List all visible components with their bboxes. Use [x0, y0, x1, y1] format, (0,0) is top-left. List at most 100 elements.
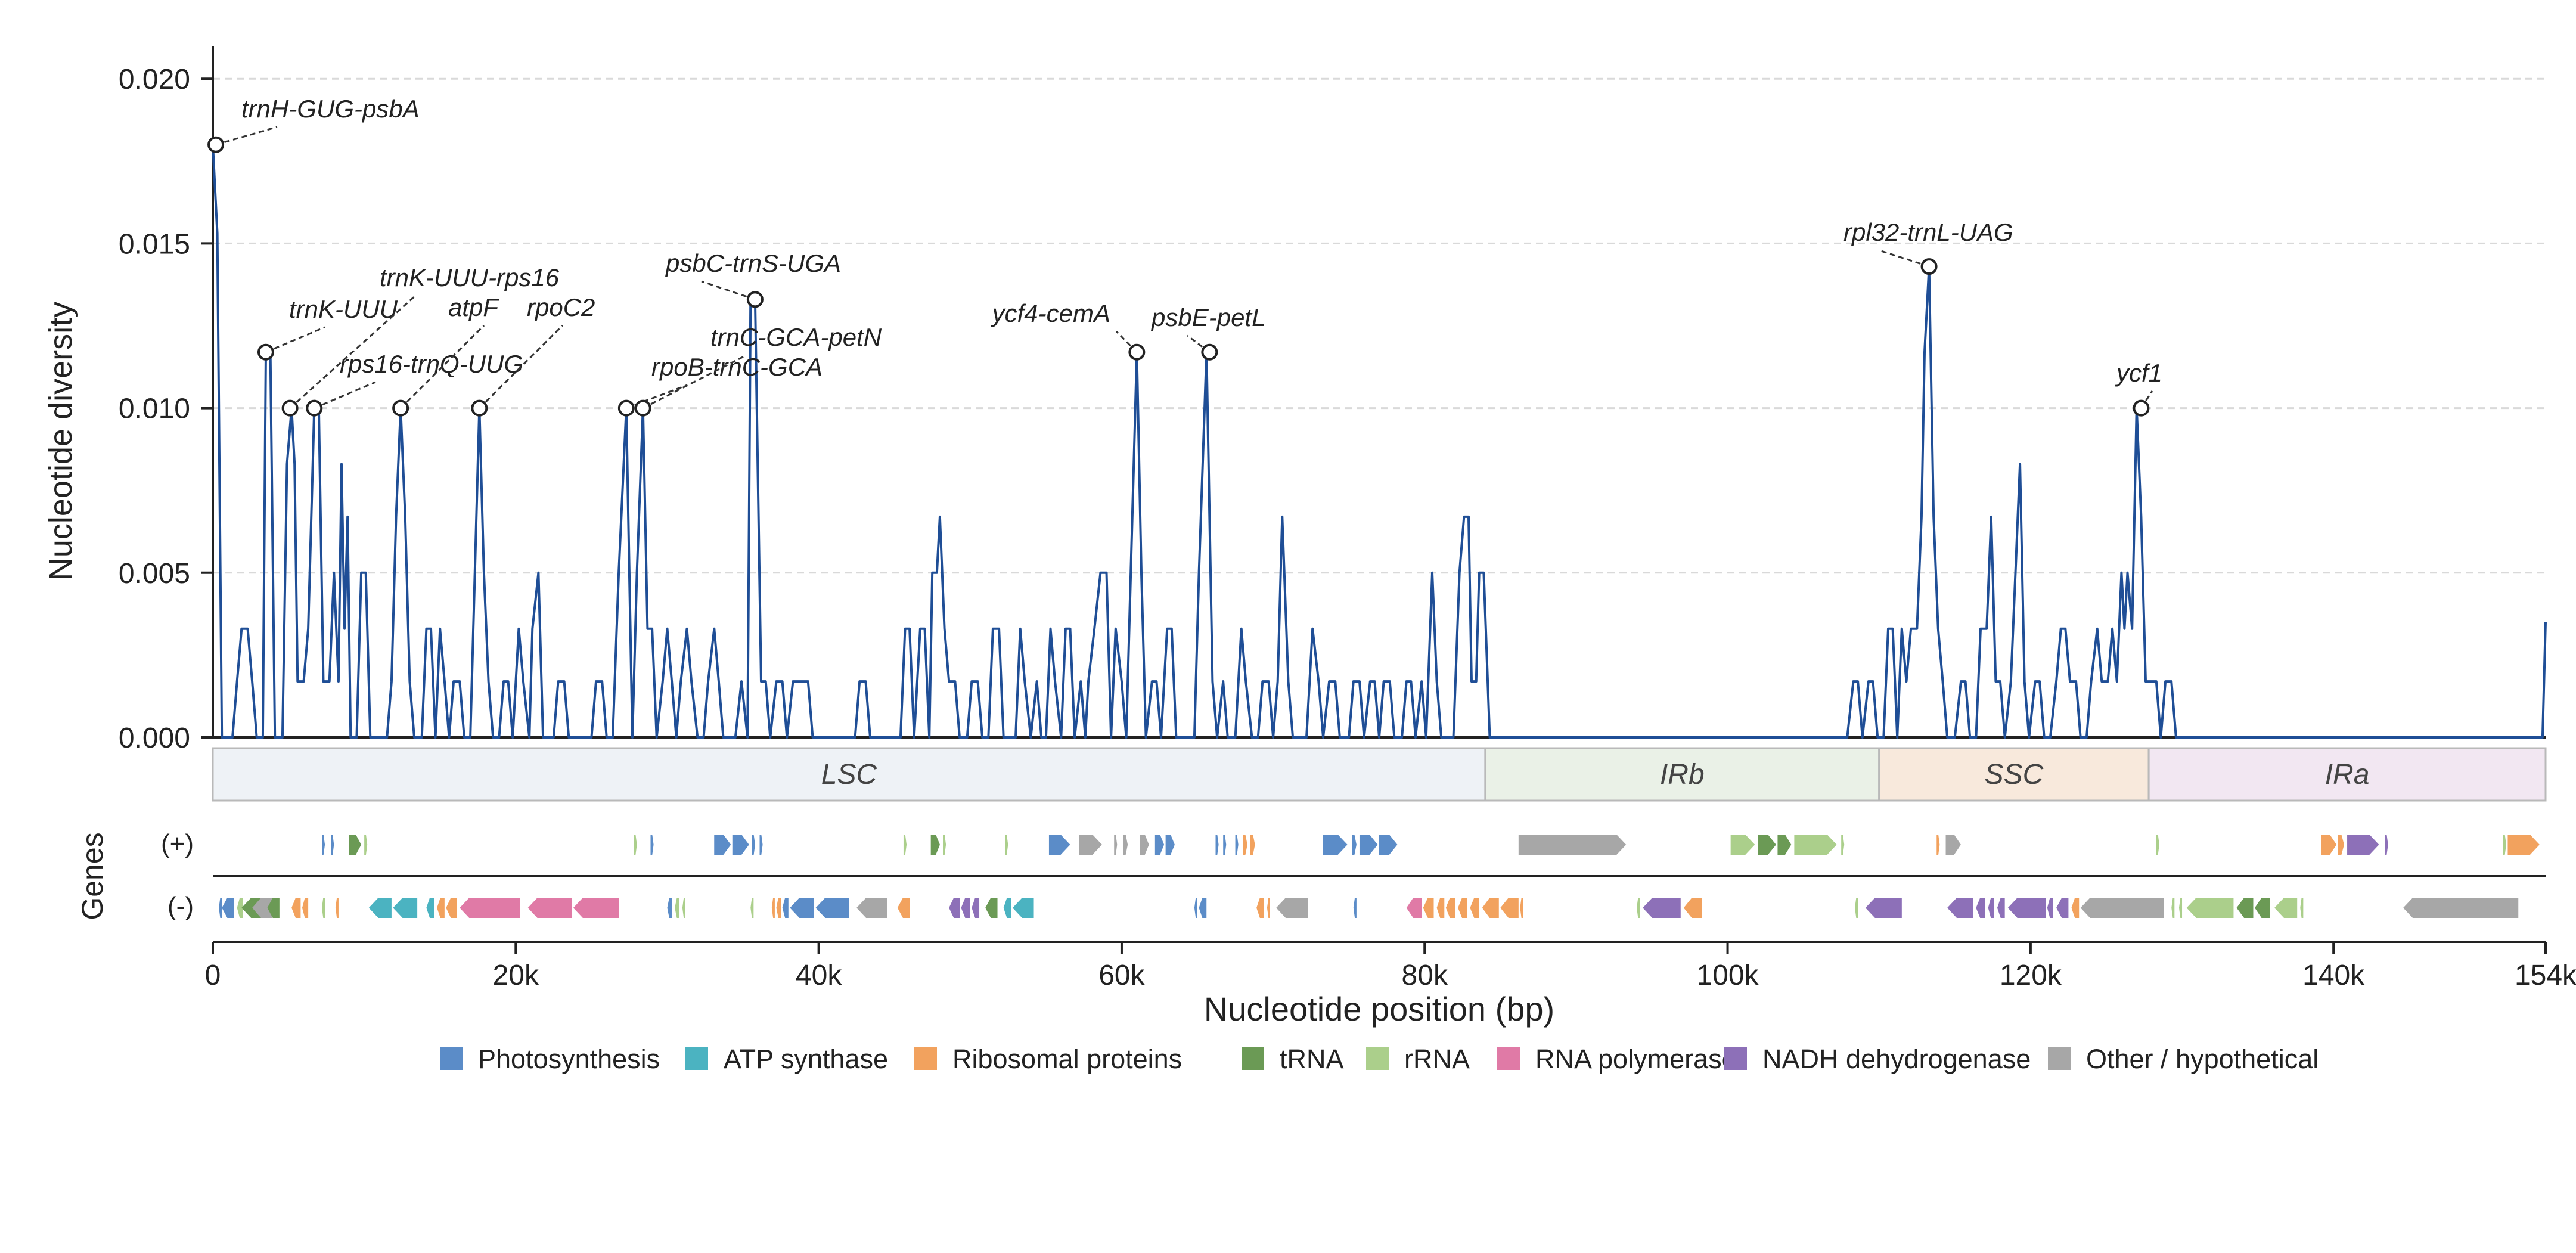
gene-minus	[1406, 898, 1422, 918]
gene-plus	[1223, 835, 1227, 855]
gene-plus	[634, 835, 637, 855]
gene-plus	[732, 835, 749, 855]
gene-minus	[222, 898, 234, 918]
gene-plus	[943, 835, 946, 855]
peak-label: psbC-trnS-UGA	[665, 249, 841, 277]
peak-annotations: trnH-GUG-psbA trnK-UUU trnK-UUU-rps16 rps16…	[207, 95, 2162, 417]
gene-plus	[1936, 835, 1940, 855]
x-tick-label: 154k	[2515, 960, 2576, 991]
genes-track-label: Genes	[76, 832, 109, 920]
gene-minus	[1643, 898, 1681, 918]
gene-plus	[1323, 835, 1348, 855]
gene-minus	[1423, 898, 1434, 918]
x-tick-label: 20k	[493, 960, 539, 991]
gene-plus	[1243, 835, 1247, 855]
gene-minus	[1436, 898, 1445, 918]
gene-plus	[1235, 835, 1239, 855]
legend-swatch	[914, 1047, 937, 1070]
gene-minus	[2047, 898, 2053, 918]
peak-marker	[207, 136, 225, 153]
legend-swatch	[685, 1047, 708, 1070]
legend-label: tRNA	[1280, 1044, 1344, 1074]
legend-label: Ribosomal proteins	[952, 1044, 1182, 1074]
strand-minus-label: (-)	[167, 892, 194, 921]
y-tick-label: 0.020	[119, 64, 190, 95]
gene-minus	[2178, 898, 2183, 918]
gene-minus	[1003, 898, 1011, 918]
gene-minus	[237, 898, 243, 918]
gene-plus	[1250, 835, 1255, 855]
peak-marker	[2133, 399, 2150, 417]
x-axis-label: Nucleotide position (bp)	[1204, 990, 1554, 1028]
peak-marker	[634, 399, 651, 417]
gene-plus	[349, 835, 362, 855]
gene-minus	[1353, 898, 1357, 918]
peak-label: ycf4-cemA	[991, 299, 1110, 327]
gene-minus	[446, 898, 457, 918]
gene-minus	[219, 898, 222, 918]
gene-minus	[302, 898, 309, 918]
x-tick-label: 40k	[796, 960, 842, 991]
gene-plus	[1123, 835, 1128, 855]
gene-plus	[759, 835, 763, 855]
gene-plus	[1758, 835, 1776, 855]
gene-minus	[815, 898, 849, 918]
legend-label: Photosynthesis	[478, 1044, 660, 1074]
legend-swatch	[1366, 1047, 1389, 1070]
y-tick-label: 0.005	[119, 558, 190, 590]
gene-minus	[426, 898, 434, 918]
gene-minus	[1276, 898, 1308, 918]
diversity-series	[212, 144, 2547, 739]
gene-plus	[321, 835, 325, 855]
peak-leader-line	[265, 326, 325, 353]
gene-minus	[776, 898, 781, 918]
legend: Photosynthesis ATP synthase Ribosomal prot…	[440, 1044, 2319, 1074]
gene-plus	[1777, 835, 1792, 855]
peak-label: trnH-GUG-psbA	[241, 95, 420, 123]
gene-plus	[1140, 835, 1149, 855]
peak-label: trnK-UUU	[289, 295, 398, 323]
peak-label: rpoC2	[527, 293, 595, 321]
gene-plus	[331, 835, 334, 855]
gene-plus	[1154, 835, 1165, 855]
gene-plus	[2385, 835, 2388, 855]
peak-leader-line	[289, 294, 417, 409]
peak-label: rps16-trnQ-UUG	[340, 350, 523, 378]
gene-plus	[2321, 835, 2337, 855]
gene-minus	[961, 898, 970, 918]
gene-minus	[573, 898, 619, 918]
peak-label: psbE-petL	[1150, 303, 1265, 331]
gene-plus	[1945, 835, 1961, 855]
gene-plus	[930, 835, 940, 855]
peak-marker	[471, 399, 488, 417]
gene-minus	[2403, 898, 2519, 918]
gene-minus	[1855, 898, 1858, 918]
peak-leader-line	[400, 324, 485, 409]
gene-plus	[1048, 835, 1070, 855]
region-label: IRa	[2325, 759, 2370, 790]
peak-label: atpF	[448, 293, 499, 321]
peak-marker	[1128, 343, 1146, 361]
legend-swatch	[1242, 1047, 1264, 1070]
gene-minus	[252, 898, 272, 918]
legend-swatch	[2048, 1047, 2071, 1070]
peak-marker	[617, 399, 635, 417]
gene-minus	[1997, 898, 2005, 918]
gene-minus	[667, 898, 672, 918]
peak-leader-line	[479, 324, 564, 409]
peak-label: trnK-UUU-rps16	[380, 263, 560, 291]
peak-label: trnC-GCA-petN	[710, 323, 882, 351]
gene-minus	[321, 898, 325, 918]
region-bar: LSC IRb SSC IRa	[212, 747, 2547, 802]
y-tick-label: 0.015	[119, 228, 190, 260]
gene-minus	[2171, 898, 2175, 918]
gene-plus	[1165, 835, 1175, 855]
region-block	[1484, 747, 1880, 802]
gene-minus	[2255, 898, 2270, 918]
gene-plus	[2347, 835, 2379, 855]
gene-minus	[1267, 898, 1271, 918]
axes: 0.000 0.005 0.010 0.015 0.020 0 20k 40k 60k 80k 10…	[119, 46, 2576, 991]
gene-minus	[393, 898, 418, 918]
gene-plus	[1730, 835, 1755, 855]
